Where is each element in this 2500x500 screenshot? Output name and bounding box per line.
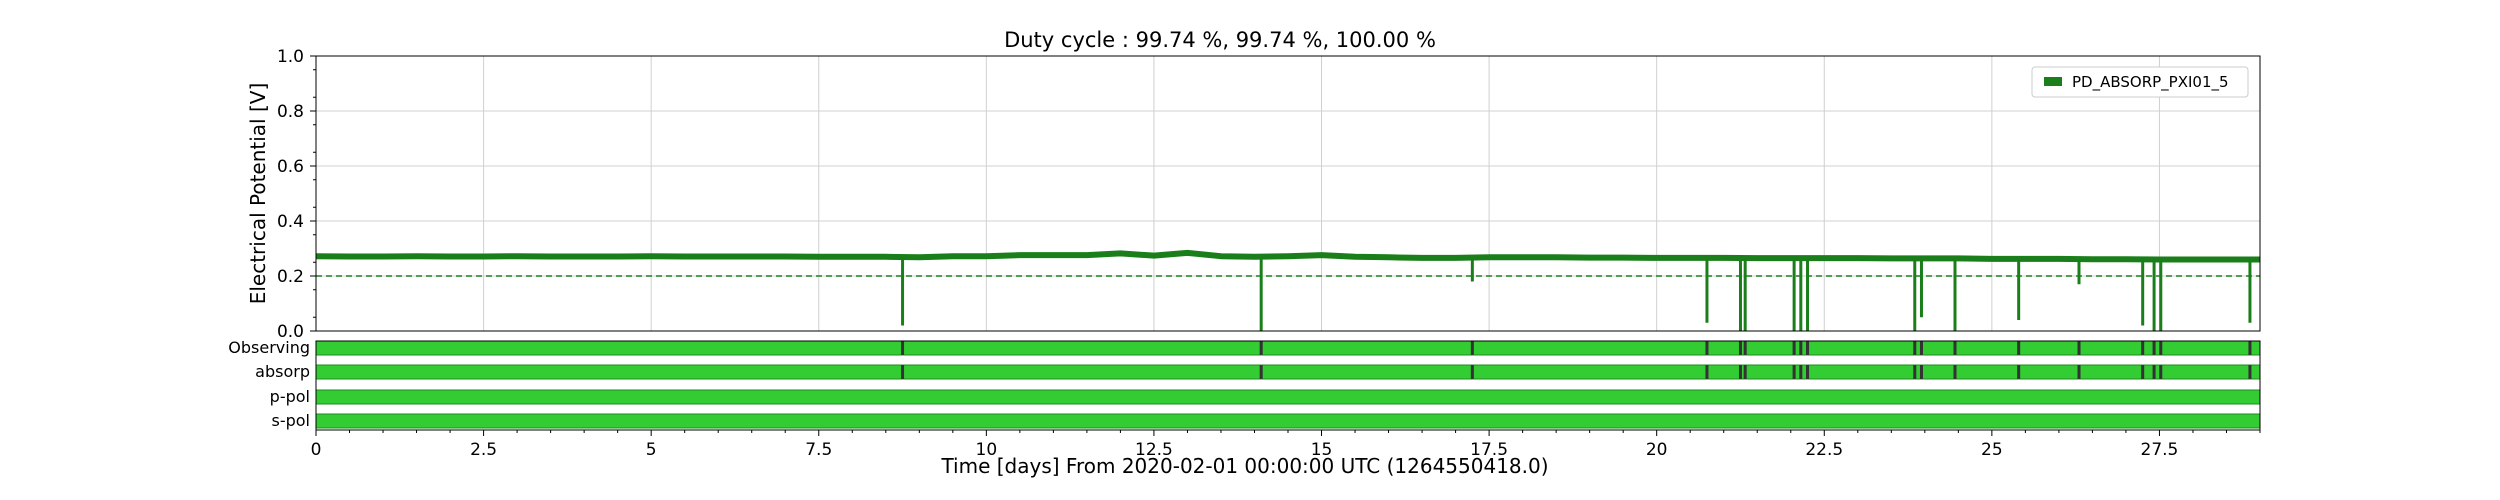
- segment-gap-1-13: [2077, 365, 2081, 379]
- segment-gap-1-11: [1953, 365, 1957, 379]
- segment-bar-s-pol: [315, 413, 2261, 429]
- segment-bar-absorp: [315, 364, 2261, 380]
- segment-gap-0-4: [1738, 341, 1742, 355]
- segment-gap-1-5: [1743, 365, 1747, 379]
- segment-gap-0-17: [2248, 341, 2252, 355]
- segment-gap-0-13: [2077, 341, 2081, 355]
- segment-gap-1-6: [1792, 365, 1796, 379]
- segment-gap-1-0: [901, 365, 905, 379]
- segment-gap-0-11: [1953, 341, 1957, 355]
- x-tick-label-1: 2.5: [470, 440, 497, 460]
- segment-gap-0-3: [1705, 341, 1709, 355]
- segment-label-1: absorp: [255, 362, 310, 381]
- x-tick-label-11: 27.5: [2141, 440, 2179, 460]
- x-tick-label-4: 10: [976, 440, 998, 460]
- segment-gap-0-5: [1743, 341, 1747, 355]
- plot-frame: [315, 55, 2261, 332]
- segment-gap-1-17: [2248, 365, 2252, 379]
- legend-box: [2031, 66, 2249, 98]
- segment-gap-0-15: [2152, 341, 2156, 355]
- x-tick-label-10: 25: [1981, 440, 2003, 460]
- segment-gap-0-12: [2017, 341, 2021, 355]
- segment-frame: [315, 340, 2261, 431]
- y-tick-label-5: 1.0: [277, 47, 304, 67]
- segment-gap-1-4: [1738, 365, 1742, 379]
- segment-gap-0-0: [901, 341, 905, 355]
- x-axis-label: Time [days] From 2020-02-01 00:00:00 UTC…: [940, 454, 1548, 478]
- x-tick-label-2: 5: [646, 440, 657, 460]
- segment-gap-1-15: [2152, 365, 2156, 379]
- segment-gap-0-8: [1806, 341, 1810, 355]
- segment-gap-0-16: [2159, 341, 2163, 355]
- x-tick-label-9: 22.5: [1805, 440, 1843, 460]
- segment-gap-0-14: [2141, 341, 2145, 355]
- segment-bars: Observing absorp p-pol s-pol: [228, 338, 2261, 431]
- x-tick-label-7: 17.5: [1470, 440, 1508, 460]
- y-axis-label: Electrical Potential [V]: [246, 83, 270, 305]
- segment-gap-1-14: [2141, 365, 2145, 379]
- grid-lines: [315, 55, 2260, 332]
- legend: PD_ABSORP_PXI01_5: [2031, 66, 2249, 98]
- segment-gap-1-8: [1806, 365, 1810, 379]
- legend-entry: PD_ABSORP_PXI01_5: [2072, 73, 2229, 92]
- legend-swatch: [2044, 77, 2062, 86]
- segment-label-2: p-pol: [270, 387, 310, 406]
- segment-gap-0-2: [1470, 341, 1474, 355]
- segment-gap-1-1: [1259, 365, 1263, 379]
- y-tick-label-4: 0.8: [277, 102, 304, 122]
- y-tick-label-1: 0.2: [277, 267, 304, 287]
- segment-gap-1-3: [1705, 365, 1709, 379]
- y-tick-label-3: 0.6: [277, 157, 304, 177]
- x-tick-label-0: 0: [311, 440, 322, 460]
- segment-label-0: Observing: [228, 338, 310, 357]
- segment-bar-Observing: [315, 340, 2261, 356]
- chart-title: Duty cycle : 99.74 %, 99.74 %, 100.00 %: [1004, 28, 1436, 52]
- y-tick-label-2: 0.4: [277, 212, 304, 232]
- segment-gap-1-12: [2017, 365, 2021, 379]
- segment-gap-0-10: [1919, 341, 1923, 355]
- segment-gap-0-9: [1913, 341, 1917, 355]
- segment-gap-0-6: [1792, 341, 1796, 355]
- series-group: [315, 249, 2260, 331]
- segment-gap-0-7: [1799, 341, 1803, 355]
- y-tick-label-0: 0.0: [277, 322, 304, 342]
- segment-gap-1-9: [1913, 365, 1917, 379]
- x-tick-label-6: 15: [1311, 440, 1333, 460]
- axis-ticks: 0.0 0.2 0.4 0.6 0.8 1.0 0 2.5 5 7.5 10 12.5 15 17.5 20…: [277, 47, 2261, 460]
- x-tick-label-5: 12.5: [1135, 440, 1173, 460]
- segment-gap-0-1: [1259, 341, 1263, 355]
- segment-gap-1-16: [2159, 365, 2163, 379]
- x-tick-label-8: 20: [1646, 440, 1668, 460]
- segment-bar-p-pol: [315, 389, 2261, 405]
- segment-gap-1-2: [1470, 365, 1474, 379]
- segment-gap-1-7: [1799, 365, 1803, 379]
- segment-gap-1-10: [1919, 365, 1923, 379]
- x-tick-label-3: 7.5: [805, 440, 832, 460]
- series-line-0: [315, 249, 2260, 263]
- segment-label-3: s-pol: [272, 411, 311, 430]
